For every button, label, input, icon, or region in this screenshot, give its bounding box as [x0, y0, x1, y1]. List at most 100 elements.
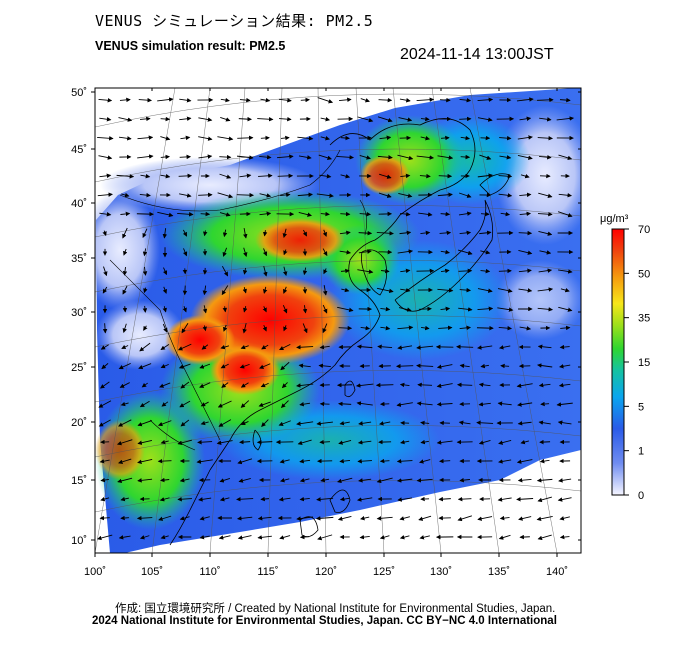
wind-arrow	[178, 363, 191, 369]
wind-arrow	[416, 97, 435, 102]
wind-arrow	[556, 116, 575, 121]
wind-arrow	[140, 173, 151, 179]
wind-arrow	[97, 136, 114, 141]
wind-arrow	[100, 477, 109, 483]
wind-arrow	[377, 344, 393, 349]
wind-arrow	[478, 439, 491, 445]
wind-arrow	[421, 325, 430, 331]
wind-arrow	[339, 496, 350, 502]
wind-arrow	[280, 400, 289, 408]
wind-arrow	[283, 325, 288, 332]
wind-arrow	[397, 154, 414, 161]
wind-arrow	[517, 402, 533, 407]
wind-arrow	[536, 478, 553, 483]
wind-arrow	[322, 248, 328, 257]
wind-arrow	[103, 266, 108, 277]
wind-arrow	[240, 382, 249, 388]
wind-arrow	[416, 363, 434, 368]
wind-arrow	[220, 363, 229, 369]
wind-arrow	[537, 496, 552, 503]
wind-arrow	[138, 363, 152, 370]
wind-arrow	[498, 268, 512, 274]
wind-arrow	[137, 135, 154, 140]
wind-arrow	[299, 401, 311, 407]
wind-arrow	[257, 516, 272, 521]
wind-arrow	[238, 116, 252, 122]
wind-arrow	[160, 136, 171, 141]
wind-arrow	[537, 307, 554, 312]
wind-arrow	[398, 307, 412, 312]
wind-arrow	[457, 515, 472, 522]
wind-arrow	[262, 286, 268, 294]
wind-arrow	[439, 230, 452, 236]
wind-arrow	[537, 135, 554, 141]
wind-arrow	[380, 306, 391, 312]
wind-arrow	[516, 383, 533, 388]
wind-arrow	[559, 364, 571, 369]
wind-arrow	[121, 344, 129, 349]
wind-arrow	[177, 496, 192, 502]
wind-arrow	[379, 535, 390, 540]
wind-arrow	[279, 459, 290, 464]
wind-arrow	[497, 288, 513, 293]
wind-arrow	[196, 459, 213, 464]
wind-arrow	[357, 116, 374, 123]
wind-arrow	[479, 230, 492, 236]
wind-arrow	[202, 285, 208, 296]
wind-arrow	[258, 173, 273, 179]
wind-arrow	[360, 325, 371, 331]
lon-tick-label: 135˚	[488, 566, 510, 578]
wind-arrow	[378, 97, 393, 103]
wind-arrow	[559, 534, 570, 540]
lat-tick-label: 40˚	[71, 198, 87, 210]
wind-arrow	[118, 362, 131, 370]
wind-arrow	[459, 97, 472, 103]
wind-arrow	[480, 268, 491, 274]
wind-arrow	[141, 382, 148, 388]
wind-arrow	[280, 135, 290, 141]
wind-arrow	[358, 421, 372, 426]
wind-arrow	[280, 478, 290, 483]
wind-arrow	[560, 325, 571, 331]
wind-arrow	[237, 535, 252, 540]
wind-arrow	[297, 439, 312, 446]
forecast-datetime: 2024-11-14 13:00JST	[400, 46, 554, 63]
wind-arrow	[499, 155, 512, 160]
wind-arrow	[219, 212, 231, 217]
wind-arrow	[519, 116, 532, 121]
wind-arrow	[102, 286, 108, 294]
wind-arrow	[259, 363, 271, 369]
wind-arrow	[498, 193, 513, 198]
chart-title-en: VENUS simulation result: PM2.5	[95, 39, 286, 53]
wind-arrow	[538, 420, 551, 425]
wind-arrow	[478, 382, 491, 388]
wind-arrow	[160, 154, 170, 160]
wind-arrow	[459, 363, 470, 369]
license-text: 2024 National Institute for Environmenta…	[92, 615, 557, 627]
wind-arrow	[379, 458, 390, 464]
wind-arrow	[337, 306, 354, 313]
wind-arrow	[99, 515, 110, 521]
wind-arrow	[317, 97, 334, 104]
pale-region-mongolia	[95, 190, 160, 310]
wind-arrow	[220, 116, 231, 122]
graticule	[95, 88, 581, 553]
wind-arrow	[160, 116, 171, 122]
wind-arrow	[238, 478, 251, 483]
wind-arrow	[222, 306, 228, 313]
lat-tick-label: 45˚	[71, 144, 87, 156]
wind-arrow	[278, 98, 292, 103]
wind-arrow	[358, 249, 372, 254]
wind-arrow	[379, 135, 392, 141]
wind-arrow	[118, 535, 131, 540]
wind-arrow	[162, 228, 168, 239]
wind-arrow	[221, 265, 229, 277]
hotspot-south-china	[210, 345, 280, 395]
wind-arrow	[319, 174, 332, 179]
wind-arrow	[139, 192, 151, 198]
wind-arrow	[120, 515, 130, 521]
wind-arrow	[341, 287, 350, 293]
wind-arrow	[162, 286, 167, 294]
wind-arrow	[100, 496, 110, 502]
wind-arrow	[476, 420, 494, 426]
